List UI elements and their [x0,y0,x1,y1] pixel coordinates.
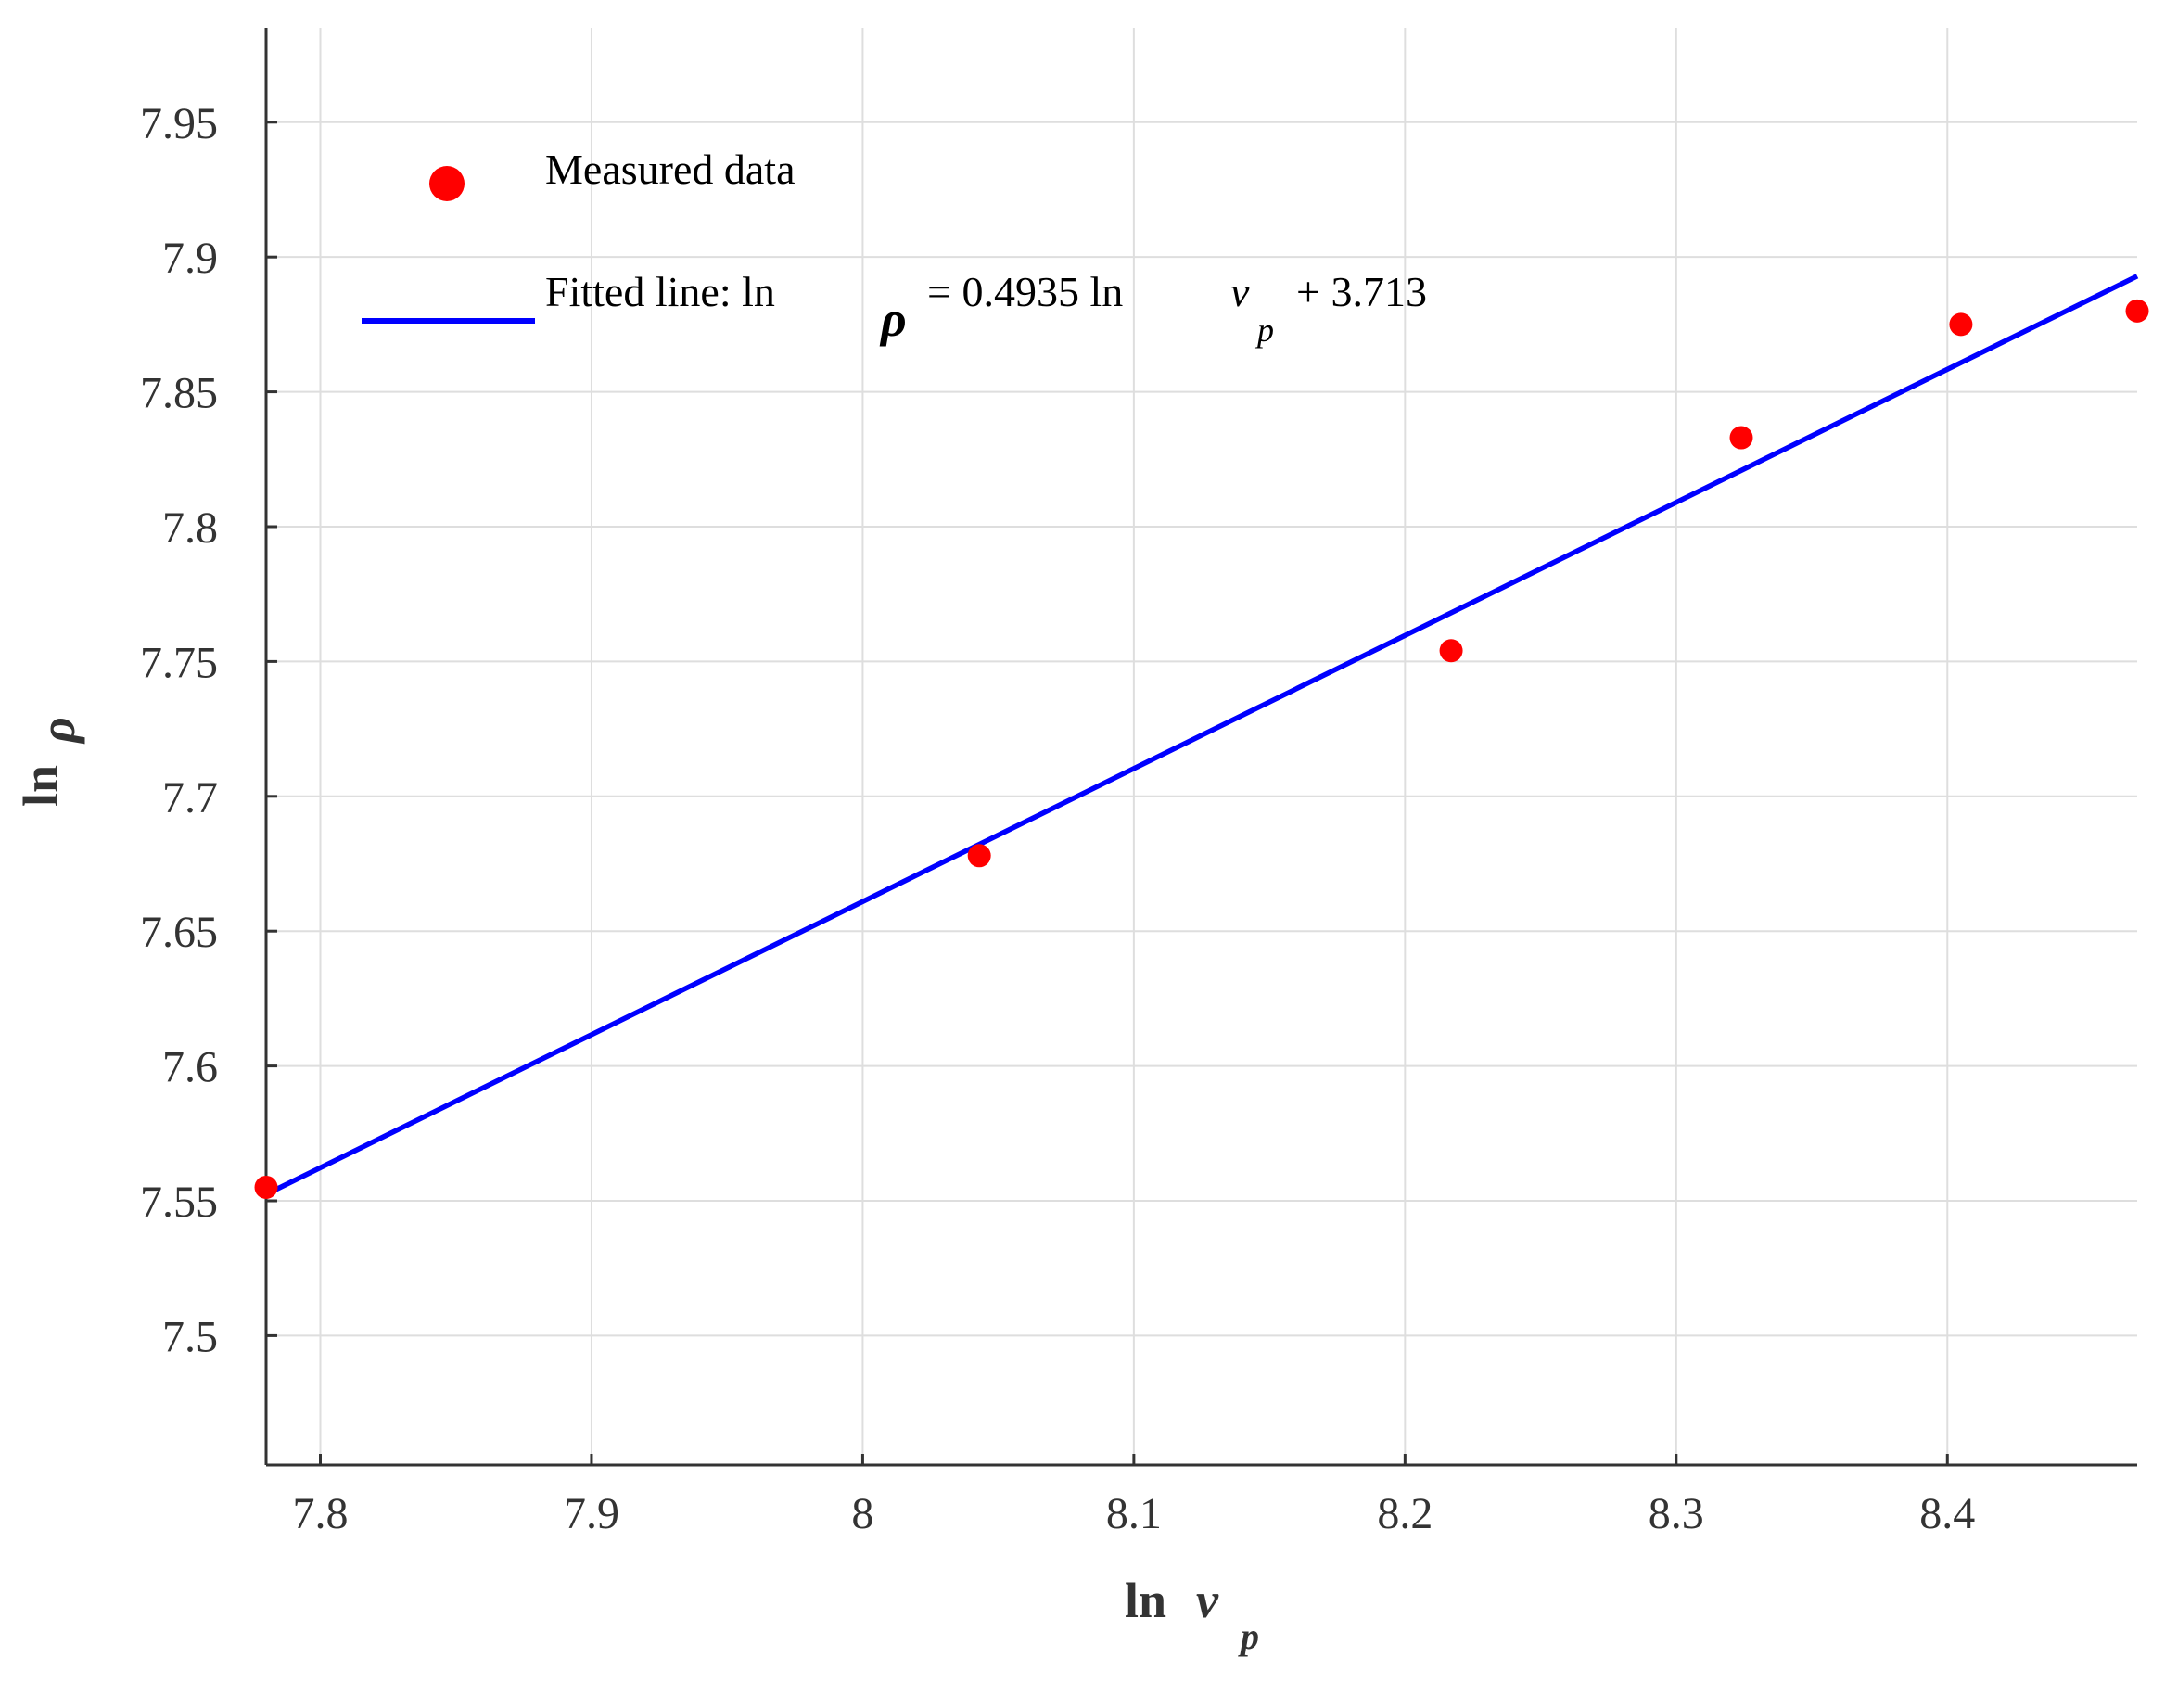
legend: Measured data Fitted line: ln ρ = 0.4935… [362,146,1427,349]
axes [264,28,2137,1467]
data-point-2 [1439,639,1463,663]
legend-fitted-v: v [1230,268,1250,315]
x-axis-label-symbol: v [1196,1573,1219,1628]
x-tick-label-1: 7.9 [564,1489,619,1538]
x-axis-label: ln v p [1125,1573,1259,1657]
x-tick-label-0: 7.8 [292,1489,348,1538]
x-tick-label-5: 8.3 [1649,1489,1704,1538]
y-ticks: 7.5 7.55 7.6 7.65 7.7 7.75 7.8 7.85 7.9 7.95 [140,99,277,1361]
y-axis-label: ln ρ [13,717,85,807]
legend-fitted-text-a: Fitted line: ln [545,268,775,315]
legend-fitted-rho: ρ [879,291,907,347]
x-axis-label-subscript: p [1238,1615,1259,1657]
fitted-line [264,274,2139,1197]
y-tick-label-5: 7.75 [140,638,218,687]
x-ticks: 7.8 7.9 8 8.1 8.2 8.3 8.4 [292,1454,1975,1538]
grid [266,28,2137,1465]
data-point-4 [1949,312,1973,337]
x-axis-label-prefix: ln [1125,1573,1166,1628]
data-point-1 [967,844,991,868]
y-tick-label-2: 7.6 [162,1043,218,1092]
legend-fitted-text-c: + 3.713 [1296,268,1427,315]
data-point-3 [1729,426,1753,450]
x-tick-label-6: 8.4 [1919,1489,1975,1538]
x-tick-label-2: 8 [851,1489,873,1538]
x-tick-label-3: 8.1 [1106,1489,1162,1538]
data-point-0 [254,1175,278,1199]
series-layer [254,274,2149,1199]
legend-marker-measured [429,166,465,201]
legend-fitted-text-b: = 0.4935 ln [927,268,1123,315]
legend-label-measured: Measured data [545,146,796,193]
y-tick-label-8: 7.9 [162,234,218,283]
y-tick-label-6: 7.8 [162,503,218,553]
y-tick-label-3: 7.65 [140,908,218,957]
data-point-5 [2125,299,2149,323]
y-tick-label-7: 7.85 [140,369,218,418]
y-axis-label-prefix: ln [13,765,69,807]
y-tick-label-1: 7.55 [140,1178,218,1227]
legend-label-fitted: Fitted line: ln ρ = 0.4935 ln v p + 3.71… [545,268,1427,349]
x-tick-label-4: 8.2 [1377,1489,1433,1538]
y-axis-label-symbol: ρ [30,717,85,745]
legend-fitted-subscript: p [1254,312,1274,349]
y-tick-label-9: 7.95 [140,99,218,148]
y-tick-label-4: 7.7 [162,773,218,822]
y-tick-label-0: 7.5 [162,1312,218,1361]
